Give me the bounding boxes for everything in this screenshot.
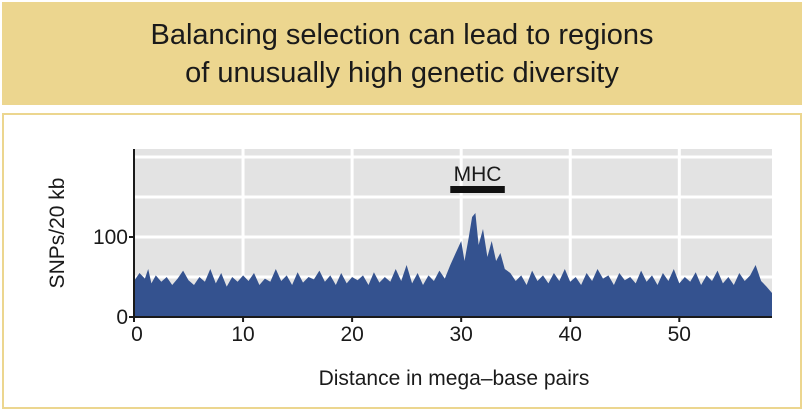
chart-panel: 0 10 20 30 40 50 0 100 MHC SNPs/20 kb Distance i… bbox=[2, 113, 802, 409]
snp-density-chart: 0 10 20 30 40 50 0 100 MHC SNPs/20 kb Distance i… bbox=[46, 149, 772, 390]
title-banner: Balancing selection can lead to regions … bbox=[2, 2, 802, 105]
mhc-region-bar bbox=[450, 186, 505, 193]
x-tick-label: 40 bbox=[559, 323, 582, 346]
y-tick-label: 0 bbox=[116, 306, 128, 329]
title-line-1: Balancing selection can lead to regions bbox=[150, 18, 654, 51]
y-axis-title: SNPs/20 kb bbox=[46, 178, 69, 289]
x-tick-label: 10 bbox=[231, 323, 254, 346]
x-tick-label: 0 bbox=[131, 323, 143, 346]
mhc-label: MHC bbox=[454, 163, 502, 186]
snp-density-area bbox=[134, 213, 772, 317]
x-axis-title: Distance in mega–base pairs bbox=[319, 367, 590, 390]
y-tick-label: 100 bbox=[93, 226, 128, 249]
x-tick-label: 20 bbox=[340, 323, 363, 346]
title-line-2: of unusually high genetic diversity bbox=[185, 56, 619, 89]
x-tick-label: 30 bbox=[449, 323, 472, 346]
x-tick-label: 50 bbox=[668, 323, 691, 346]
